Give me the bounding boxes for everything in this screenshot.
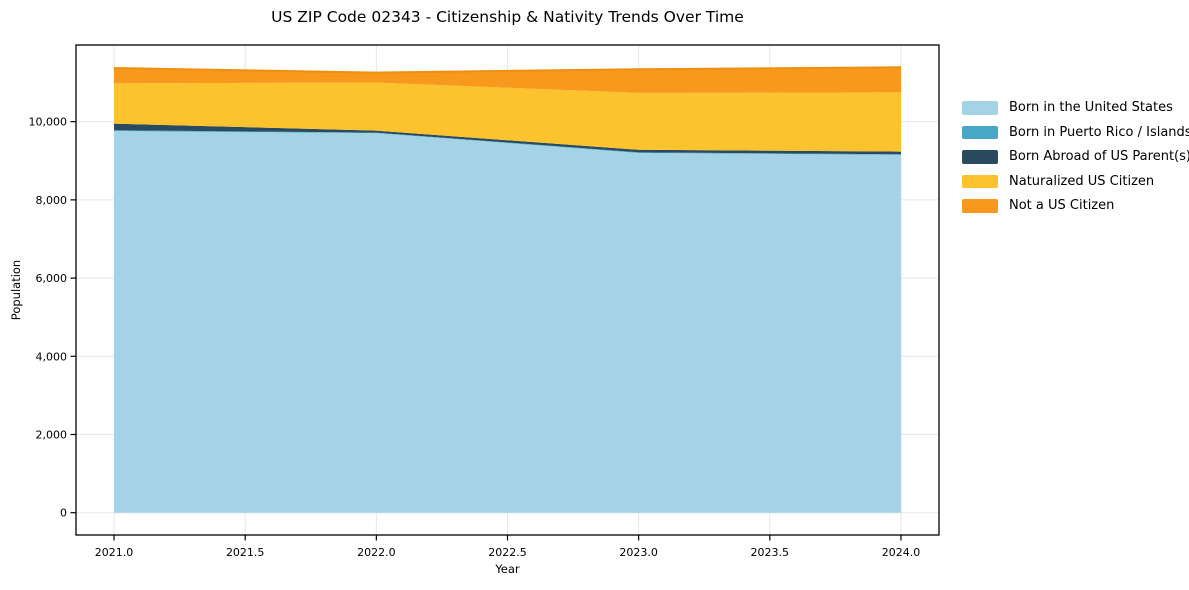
stacked-areas	[114, 67, 901, 513]
x-tick-label: 2021.0	[95, 546, 134, 559]
y-tick-label: 2,000	[36, 428, 68, 441]
legend-label: Naturalized US Citizen	[1009, 173, 1155, 189]
area-naturalized-us-citizen	[114, 82, 901, 152]
y-tick-label: 0	[60, 507, 67, 520]
legend: Born in the United States Born in Puerto …	[962, 101, 1189, 213]
stack-top-edge	[114, 66, 901, 74]
legend-item-born-in-the-united-states: Born in the United States	[962, 101, 1189, 115]
legend-swatch	[962, 125, 998, 139]
area-born-in-puerto-rico-islands	[114, 130, 901, 155]
area-born-abroad-of-us-parent-s	[114, 123, 901, 155]
legend-swatch	[962, 199, 998, 213]
legend-label: Born in the United States	[1009, 100, 1173, 115]
y-tick-label: 6,000	[36, 272, 68, 285]
x-tick-label: 2024.0	[882, 546, 921, 559]
legend-label: Born Abroad of US Parent(s)	[1009, 149, 1189, 164]
area-not-a-us-citizen	[114, 67, 901, 93]
legend-item-not-a-us-citizen: Not a US Citizen	[962, 199, 1189, 213]
x-tick-label: 2023.0	[619, 546, 658, 559]
x-tick-label: 2022.0	[357, 546, 396, 559]
y-tick-label: 4,000	[36, 350, 68, 363]
legend-item-born-in-puerto-rico-islands: Born in Puerto Rico / Islands	[962, 124, 1189, 140]
x-tick-label: 2022.5	[488, 546, 527, 559]
x-axis-label: Year	[494, 562, 520, 576]
legend-swatch	[962, 174, 998, 188]
x-tick-label: 2023.5	[751, 546, 790, 559]
x-tick-label: 2021.5	[226, 546, 265, 559]
area-born-in-the-united-states	[114, 131, 901, 513]
legend-item-born-abroad-of-us-parent-s: Born Abroad of US Parent(s)	[962, 150, 1189, 164]
legend-item-naturalized-us-citizen: Naturalized US Citizen	[962, 173, 1189, 189]
y-tick-label: 10,000	[29, 116, 68, 129]
legend-swatch	[962, 150, 998, 164]
axis-ticks: 2021.0 2021.5 2022.0 2022.5 2023.0 2023.5 2024…	[29, 116, 921, 559]
chart-title: US ZIP Code 02343 - Citizenship & Nativi…	[271, 8, 744, 26]
legend-label: Not a US Citizen	[1009, 198, 1115, 213]
y-tick-label: 8,000	[36, 194, 68, 207]
y-axis-label: Population	[9, 260, 23, 320]
legend-label: Born in Puerto Rico / Islands	[1009, 124, 1189, 140]
legend-swatch	[962, 101, 998, 115]
